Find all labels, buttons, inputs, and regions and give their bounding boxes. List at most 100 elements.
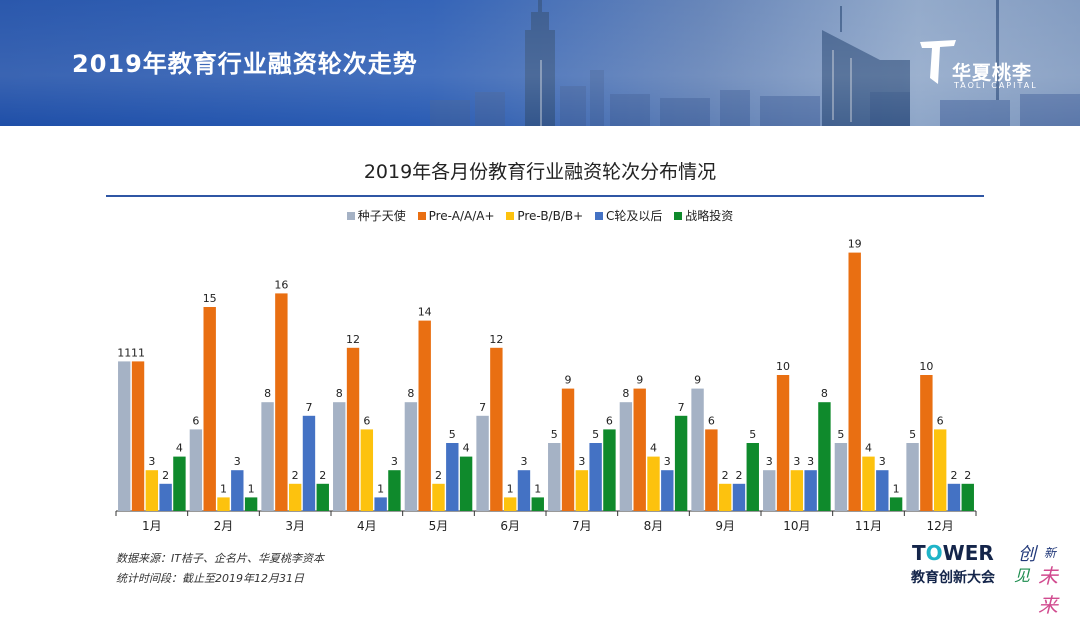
legend-swatch — [595, 211, 603, 220]
title-divider — [106, 195, 984, 197]
event-slogan: 创 新 见 未来 — [1014, 540, 1074, 617]
brand-tagline: TAOLI CAPITAL — [954, 81, 1038, 90]
bar — [906, 443, 919, 511]
bar — [203, 307, 216, 511]
legend-swatch — [346, 211, 355, 220]
bar — [432, 483, 445, 511]
bar — [118, 361, 131, 511]
bar — [548, 443, 561, 511]
bar — [834, 443, 848, 511]
data-label: 3 — [807, 455, 814, 468]
data-label: 3 — [766, 455, 773, 468]
bar — [691, 388, 704, 511]
data-label: 8 — [264, 387, 271, 400]
x-tick-label: 2月 — [214, 519, 234, 533]
data-label: 5 — [592, 428, 599, 441]
x-tick-label: 1月 — [142, 519, 162, 533]
bar — [476, 415, 489, 511]
slogan-char: 新 — [1044, 546, 1057, 560]
legend-label: 战略投资 — [685, 209, 734, 223]
legend-label: C轮及以后 — [606, 209, 663, 223]
data-label: 7 — [479, 401, 486, 414]
event-logo-subtitle: 教育创新大会 — [911, 570, 995, 586]
bar — [647, 456, 660, 511]
data-label: 2 — [162, 469, 169, 482]
x-tick-label: 7月 — [572, 519, 592, 533]
data-label: 7 — [678, 401, 685, 414]
bar — [633, 388, 646, 511]
bar — [862, 456, 875, 511]
data-source-note: 数据来源：IT桔子、企名片、华夏桃李资本 — [116, 552, 324, 565]
data-label: 2 — [319, 469, 326, 482]
data-label: 7 — [305, 401, 312, 414]
bar — [275, 293, 288, 511]
data-label: 6 — [192, 414, 199, 427]
data-label: 8 — [821, 387, 828, 400]
bar — [705, 429, 718, 511]
data-label: 5 — [449, 428, 456, 441]
bar — [776, 375, 790, 511]
data-label: 2 — [735, 469, 742, 482]
bar — [531, 497, 544, 511]
bar — [459, 456, 473, 511]
legend-swatch — [417, 211, 426, 220]
bar — [316, 483, 329, 511]
data-label: 14 — [418, 306, 432, 319]
bar — [575, 470, 589, 511]
bar — [189, 429, 203, 511]
data-label: 15 — [203, 292, 217, 305]
header-banner: 2019年教育行业融资轮次走势 华夏桃李 TAOLI CAPITAL — [0, 0, 1080, 126]
data-label: 6 — [937, 414, 944, 427]
legend-item-seed: 种子天使 — [346, 207, 406, 224]
legend-label: Pre-A/A/A+ — [428, 209, 495, 223]
data-label: 8 — [336, 387, 343, 400]
event-logo-letter: T — [912, 541, 926, 565]
bar — [961, 483, 974, 511]
x-tick-label: 10月 — [783, 519, 810, 533]
bar — [746, 443, 759, 511]
data-label: 5 — [837, 428, 844, 441]
page-title: 2019年教育行业融资轮次走势 — [72, 50, 418, 78]
x-tick-label: 8月 — [644, 519, 664, 533]
slogan-char: 见 — [1014, 566, 1031, 585]
data-label: 2 — [435, 469, 442, 482]
bar — [418, 320, 431, 511]
data-label: 3 — [578, 455, 585, 468]
x-tick-label: 9月 — [715, 519, 735, 533]
x-tick-label: 4月 — [357, 519, 377, 533]
data-label: 1 — [893, 482, 900, 495]
event-logo-letter-o: O — [925, 541, 943, 565]
bar — [302, 415, 316, 511]
data-label: 5 — [749, 428, 756, 441]
bar — [561, 388, 575, 511]
event-logo-name: TOWER — [912, 541, 994, 565]
bar — [388, 470, 401, 511]
bar — [173, 456, 186, 511]
slogan-char: 创 — [1018, 544, 1036, 565]
bar — [404, 402, 418, 511]
bar — [145, 470, 159, 511]
data-label: 4 — [650, 442, 657, 455]
x-tick-label: 12月 — [927, 519, 954, 533]
bar — [661, 470, 674, 511]
bar — [333, 402, 346, 511]
x-tick-label: 5月 — [429, 519, 449, 533]
data-label: 4 — [865, 442, 872, 455]
bar — [360, 429, 374, 511]
data-label: 10 — [919, 360, 933, 373]
brand-logo: 华夏桃李 TAOLI CAPITAL — [918, 38, 1048, 98]
data-label: 3 — [793, 455, 800, 468]
data-label: 19 — [848, 238, 862, 251]
bar — [288, 483, 302, 511]
data-label: 10 — [776, 360, 790, 373]
data-label: 8 — [407, 387, 414, 400]
data-label: 12 — [346, 333, 360, 346]
data-label: 1 — [534, 482, 541, 495]
data-label: 9 — [565, 374, 572, 387]
data-label: 3 — [148, 455, 155, 468]
brand-t-icon — [920, 40, 956, 84]
bar — [131, 361, 145, 511]
bar — [763, 470, 776, 511]
legend-item-pre-b: Pre-B/B/B+ — [506, 209, 583, 223]
data-label: 2 — [292, 469, 299, 482]
